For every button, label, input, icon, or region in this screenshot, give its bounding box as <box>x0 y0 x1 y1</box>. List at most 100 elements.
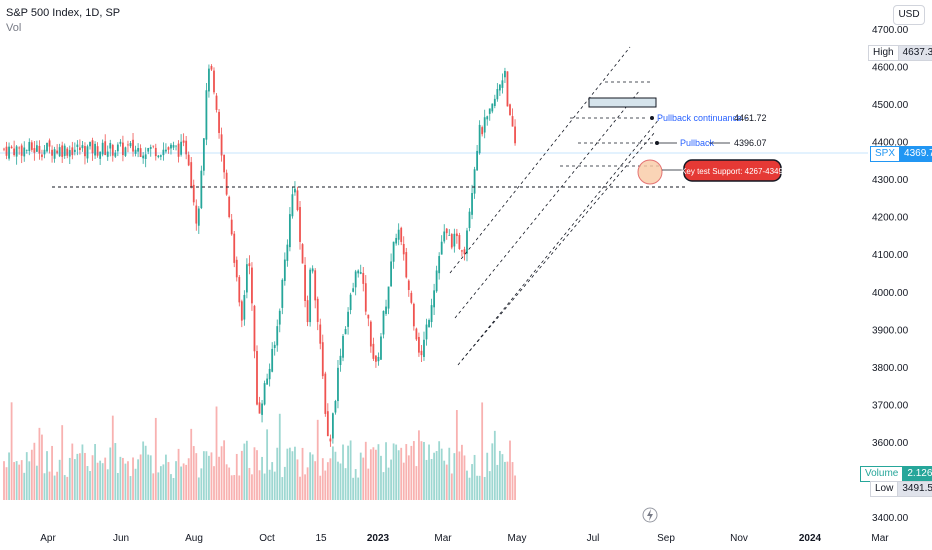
candle-body <box>225 172 228 195</box>
volume-bar <box>91 455 94 500</box>
time-tick-label: Apr <box>40 533 56 544</box>
volume-bar <box>283 466 286 500</box>
candle-body <box>321 342 324 377</box>
price-tick-label: 4300.00 <box>872 175 909 186</box>
candle-body <box>157 155 160 158</box>
volume-bar <box>273 471 276 500</box>
price-tick-label: 4700.00 <box>872 25 909 36</box>
time-tick-label: Nov <box>730 533 748 544</box>
candle-body <box>286 244 289 261</box>
volume-bar <box>288 447 291 500</box>
candle-body <box>276 326 279 346</box>
candle-body <box>104 141 107 155</box>
volume-bar <box>369 449 372 500</box>
candlesticks <box>3 64 516 447</box>
candle-body <box>501 80 504 88</box>
candle-body <box>309 269 312 323</box>
time-axis[interactable]: Apr Jun Aug Oct 15 2023 Mar May Jul Sep Nov 2024 Mar <box>40 533 889 544</box>
candle-body <box>134 149 137 154</box>
candle-body <box>306 300 309 323</box>
candle-body <box>20 145 23 156</box>
candle-body <box>362 272 365 284</box>
volume-bar <box>455 410 458 500</box>
candle-body <box>170 144 172 149</box>
volume-bar <box>33 442 36 500</box>
volume-bar <box>337 461 339 500</box>
volume-bar <box>165 454 167 500</box>
pullback-continuance-dot <box>650 116 654 120</box>
volume-bar <box>15 461 18 500</box>
candle-body <box>10 146 13 149</box>
volume-bar <box>154 417 157 500</box>
volume-bar <box>435 451 438 500</box>
candle-body <box>35 145 38 152</box>
volume-bar <box>134 468 137 500</box>
volume-bar <box>46 451 48 500</box>
volume-bar <box>261 456 263 500</box>
candle-body <box>185 140 188 155</box>
volume-bar <box>104 457 107 500</box>
volume-bar <box>423 441 425 500</box>
candle-body <box>504 70 506 78</box>
candle-body <box>304 264 306 301</box>
candle-body <box>94 143 96 156</box>
volume-bar <box>187 458 190 500</box>
pullback-dot <box>655 141 659 145</box>
volume-bar <box>506 461 509 500</box>
candle-body <box>243 294 246 320</box>
volume-bar <box>149 455 152 500</box>
volume-bar <box>481 402 484 500</box>
volume-bar <box>405 444 408 500</box>
candle-body <box>468 211 471 229</box>
candle-body <box>418 336 420 353</box>
volume-bar <box>397 450 400 500</box>
price-axis[interactable]: 4700.00 4600.00 4500.00 4400.00 4300.00 4200.… <box>872 25 909 524</box>
currency-button[interactable]: USD <box>893 5 925 25</box>
volume-bar <box>468 477 471 500</box>
volume-bar <box>81 444 84 500</box>
volume-bar <box>483 476 486 500</box>
volume-bar <box>132 457 134 500</box>
candle-body <box>139 148 142 158</box>
candle-body <box>367 314 370 319</box>
volume-bar <box>197 477 200 500</box>
volume-bar <box>332 446 334 500</box>
candle-body <box>440 241 443 255</box>
candle-body <box>68 150 71 157</box>
candle-body <box>359 272 362 274</box>
candle-body <box>190 162 193 187</box>
candle-body <box>483 117 486 133</box>
volume-bar <box>86 466 89 500</box>
volume-bar <box>478 475 481 500</box>
volume-bar <box>167 462 170 500</box>
candle-body <box>385 306 387 314</box>
volume-bar <box>208 455 210 500</box>
candle-body <box>106 151 109 157</box>
candle-body <box>233 233 236 263</box>
candle-body <box>296 190 299 211</box>
volume-bar <box>28 461 31 500</box>
candle-body <box>453 233 456 247</box>
volume-bar <box>461 444 463 500</box>
candle-body <box>266 378 269 385</box>
price-tick-label: 4600.00 <box>872 63 909 74</box>
volume-bar <box>84 452 86 500</box>
candle-body <box>63 145 66 156</box>
volume-bar <box>352 477 355 500</box>
time-tick-label: Mar <box>434 533 452 544</box>
candle-body <box>165 149 167 152</box>
volume-bar <box>387 467 390 500</box>
candle-body <box>251 267 253 304</box>
candle-body <box>122 142 124 156</box>
volume-bar <box>425 459 428 500</box>
candle-body <box>48 140 51 147</box>
volume-bar <box>94 444 96 500</box>
volume-bar <box>493 430 496 500</box>
candle-body <box>455 233 458 237</box>
volume-bar <box>25 452 28 500</box>
volume-bar <box>139 454 142 500</box>
volume-bar <box>137 459 139 500</box>
volume-bar <box>68 457 71 500</box>
